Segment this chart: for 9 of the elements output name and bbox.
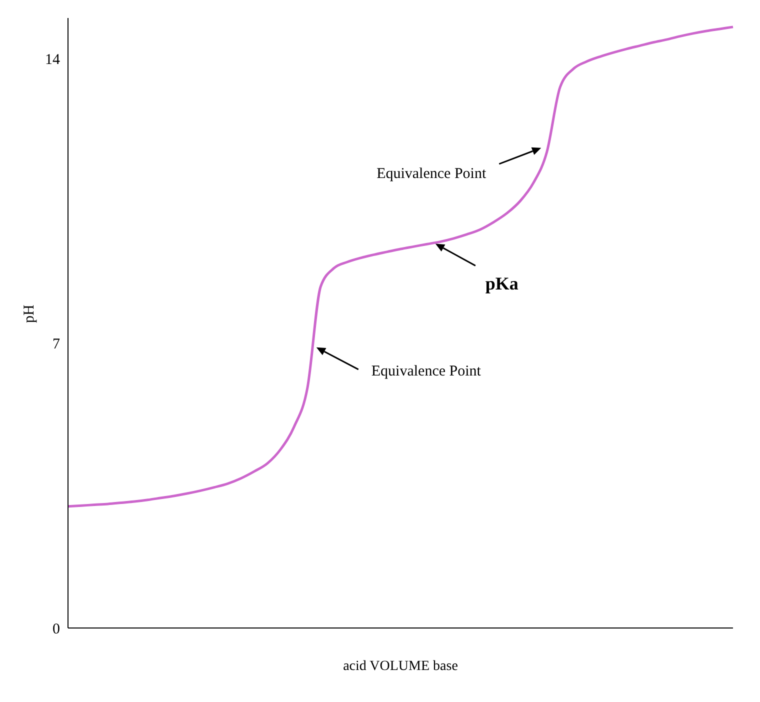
annotation: Equivalence Point (376, 166, 487, 182)
y-axis-title: pH (21, 304, 38, 323)
y-tick-label: 0 (52, 621, 60, 638)
x-axis-title: acid VOLUME base (343, 659, 458, 674)
y-tick-label: 7 (52, 336, 60, 353)
y-tick-label: 14 (45, 52, 60, 68)
annotation: Equivalence Point (371, 363, 482, 380)
annotation: pKa (485, 274, 518, 294)
line-series (66, 26, 734, 508)
